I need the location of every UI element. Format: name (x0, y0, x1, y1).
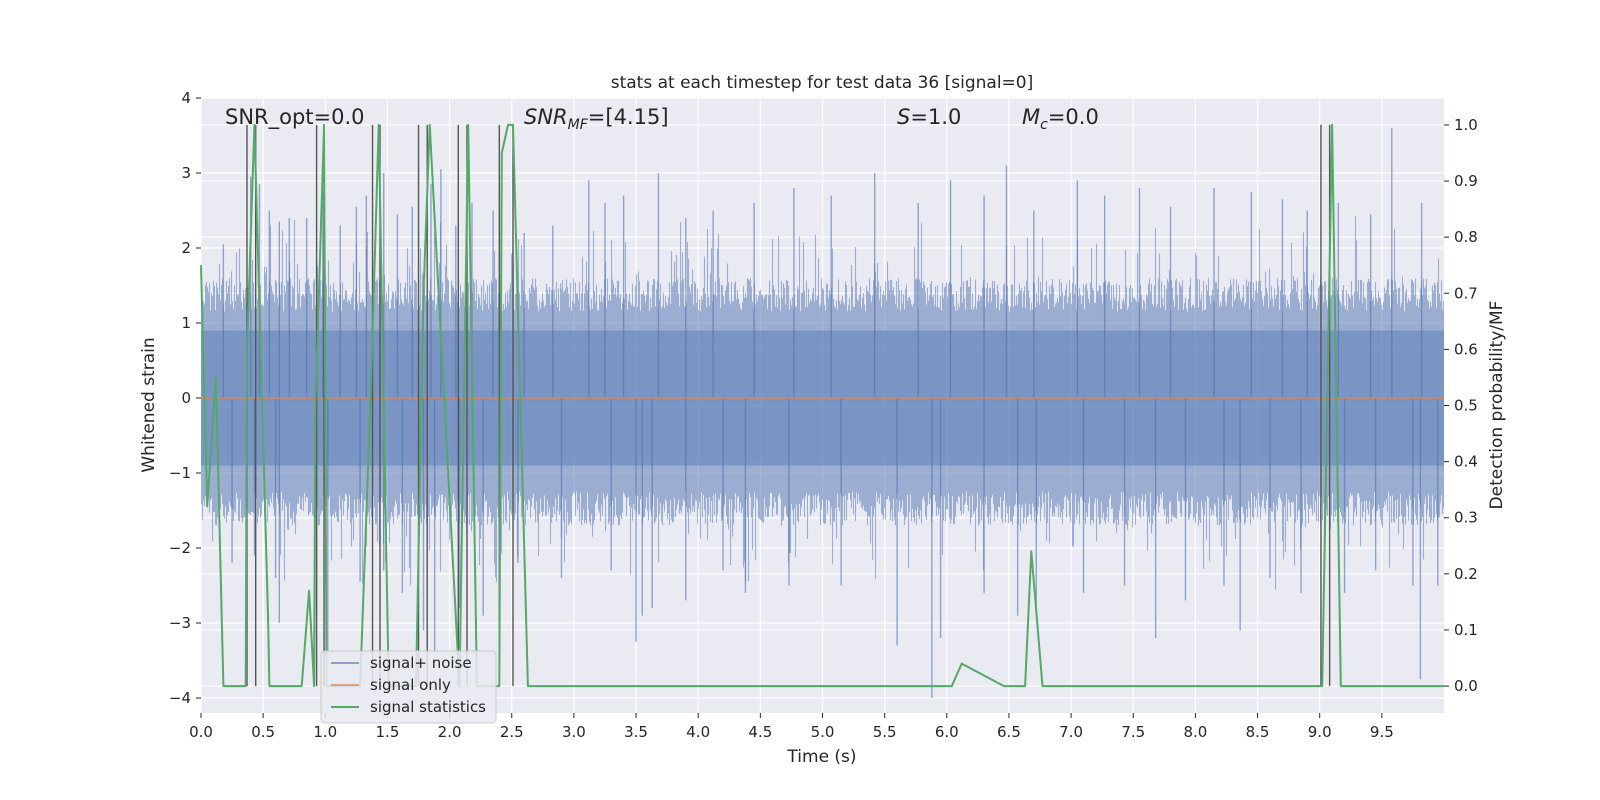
right-y-tick-label-7: 0.3 (1454, 509, 1478, 527)
x-tick-label-17: 8.5 (1246, 723, 1270, 741)
signal-statistics-line (200, 123, 1444, 688)
left-y-tick-label-7: −3 (169, 614, 191, 632)
annotation-mc-main: M (1022, 105, 1040, 129)
right-y-tick-label-8: 0.2 (1454, 565, 1478, 583)
legend-box (320, 650, 497, 724)
x-tick-label-12: 6.0 (935, 723, 959, 741)
x-tick-label-10: 5.0 (811, 723, 835, 741)
left-y-axis-ticks: 4 3 2 1 0 −1 −2 −3 −4 (169, 89, 201, 707)
annotation-s: S=1.0 (897, 105, 961, 129)
annotation-snr-mf: SNRMF=[4.15] (524, 105, 669, 133)
right-y-tick-label-3: 0.7 (1454, 284, 1478, 302)
left-y-tick-label-3: 1 (181, 314, 191, 332)
annotation-mc-sub: c (1040, 117, 1048, 133)
annotation-snr-mf-value: =[4.15] (588, 105, 669, 129)
left-y-tick-label-4: 0 (181, 389, 191, 407)
x-tick-label-8: 4.0 (686, 723, 710, 741)
x-tick-label-4: 2.0 (438, 723, 462, 741)
right-y-tick-label-1: 0.9 (1454, 172, 1478, 190)
right-y-tick-label-6: 0.4 (1454, 453, 1478, 471)
annotation-snr-opt: SNR_opt=0.0 (225, 105, 365, 130)
left-y-tick-label-5: −1 (169, 464, 191, 482)
legend: signal+ noise signal only signal statist… (320, 650, 497, 724)
annotation-s-value: =1.0 (910, 105, 961, 129)
x-tick-label-0: 0.0 (189, 723, 213, 741)
left-y-tick-label-1: 3 (181, 164, 191, 182)
x-tick-label-1: 0.5 (251, 723, 275, 741)
annotation-snr-mf-sub: MF (568, 117, 589, 133)
right-y-tick-label-10: 0.0 (1454, 677, 1478, 695)
signal-statistics-series (200, 123, 1444, 688)
x-tick-label-9: 4.5 (748, 723, 772, 741)
x-tick-label-6: 3.0 (562, 723, 586, 741)
x-tick-label-15: 7.5 (1121, 723, 1145, 741)
x-tick-label-13: 6.5 (997, 723, 1021, 741)
legend-label-signal-statistics: signal statistics (370, 698, 486, 716)
x-axis-ticks: 0.0 0.5 1.0 1.5 2.0 2.5 3.0 3.5 4.0 4.5 5.0 5.5 6.0 6… (189, 713, 1394, 741)
x-tick-label-11: 5.5 (873, 723, 897, 741)
right-y-tick-label-4: 0.6 (1454, 340, 1478, 358)
right-y-axis-label: Detection probability/MF (1487, 301, 1507, 510)
annotation-mc-value: =0.0 (1048, 105, 1099, 129)
chart-title: stats at each timestep for test data 36 … (611, 73, 1034, 93)
right-y-tick-label-5: 0.5 (1454, 397, 1478, 415)
x-tick-label-3: 1.5 (376, 723, 400, 741)
right-y-tick-label-0: 1.0 (1454, 116, 1478, 134)
annotation-snr-mf-main: SNR (524, 105, 568, 129)
x-tick-label-5: 2.5 (500, 723, 524, 741)
legend-label-signal-noise: signal+ noise (370, 654, 472, 672)
right-y-axis-ticks: 1.0 0.9 0.8 0.7 0.6 0.5 0.4 0.3 0.2 0.1 0.0 (1444, 116, 1478, 695)
right-y-tick-label-2: 0.8 (1454, 228, 1478, 246)
right-y-tick-label-9: 0.1 (1454, 621, 1478, 639)
annotation-s-main: S (897, 105, 910, 129)
left-y-tick-label-8: −4 (169, 689, 191, 707)
x-tick-label-18: 9.0 (1308, 723, 1332, 741)
left-y-tick-label-0: 4 (181, 89, 191, 107)
x-tick-label-14: 7.0 (1059, 723, 1083, 741)
x-tick-label-16: 8.0 (1183, 723, 1207, 741)
x-tick-label-2: 1.0 (313, 723, 337, 741)
legend-label-signal-only: signal only (370, 676, 451, 694)
x-axis-label: Time (s) (786, 747, 856, 767)
left-y-tick-label-2: 2 (181, 239, 191, 257)
x-tick-label-19: 9.5 (1370, 723, 1394, 741)
annotation-mc: Mc=0.0 (1022, 105, 1099, 133)
x-tick-label-7: 3.5 (624, 723, 648, 741)
left-y-axis-label: Whitened strain (139, 337, 159, 472)
left-y-tick-label-6: −2 (169, 539, 191, 557)
